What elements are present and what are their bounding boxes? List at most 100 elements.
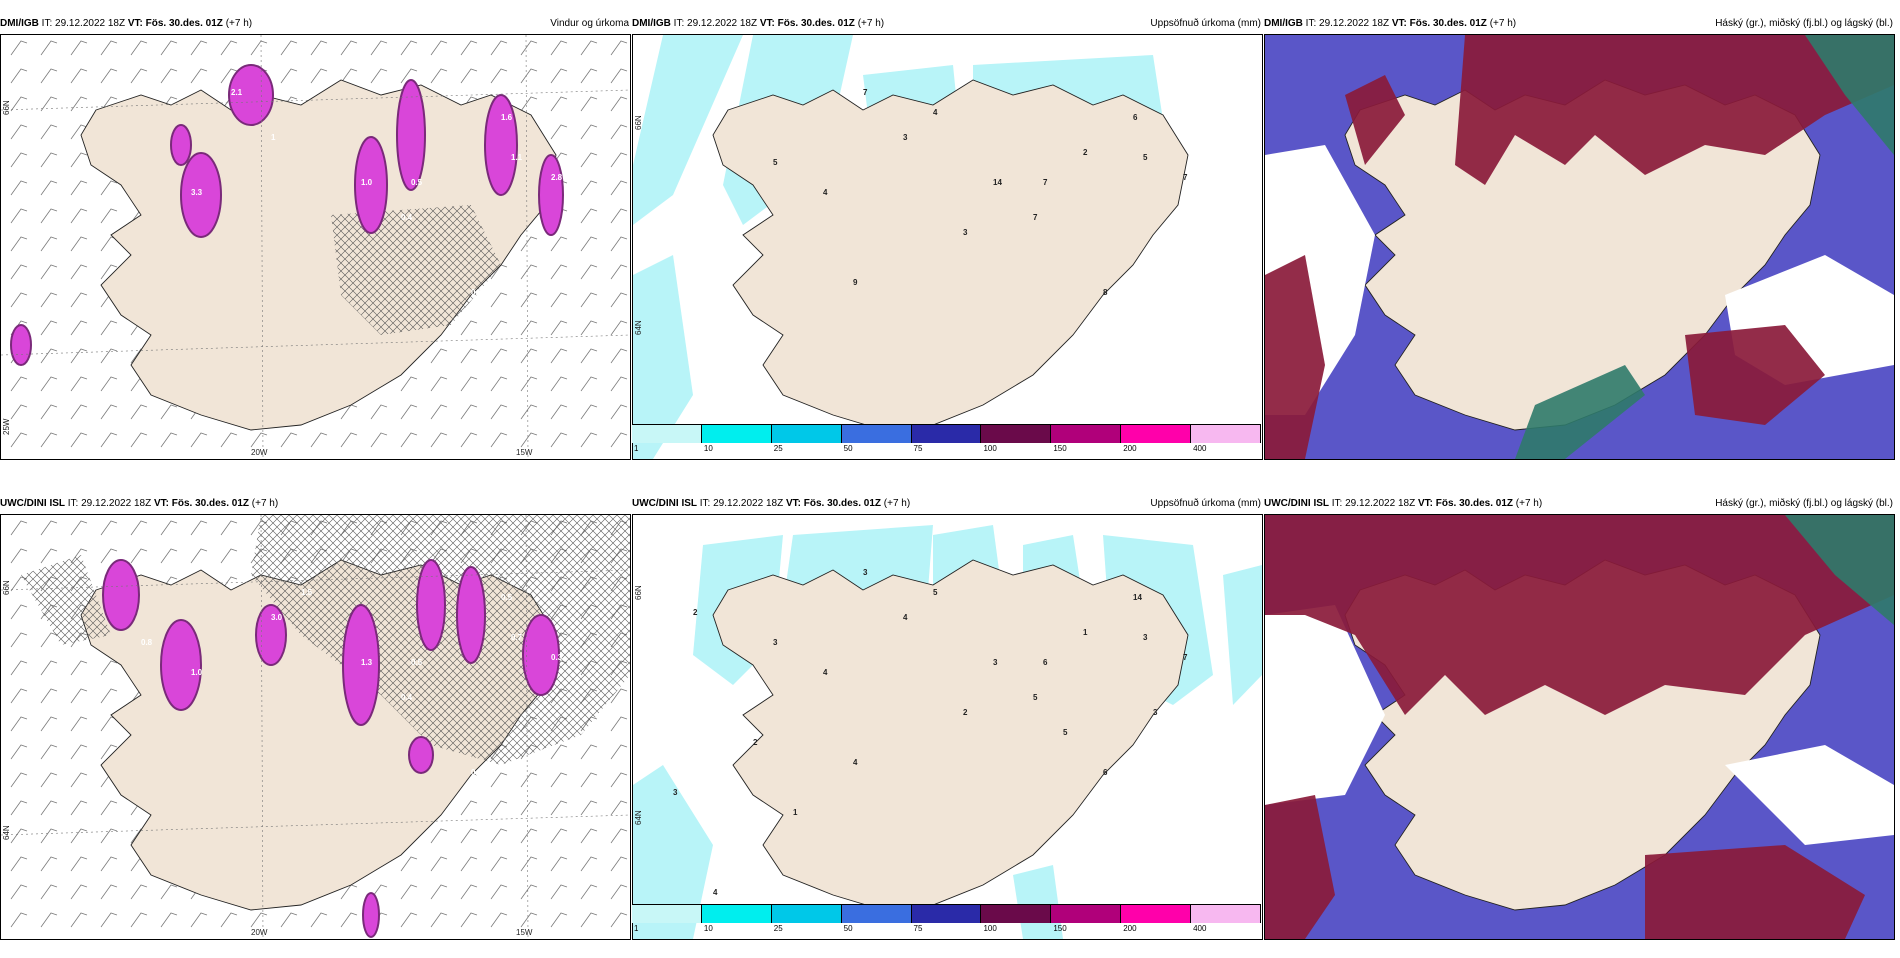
wind-barb	[10, 264, 28, 280]
issue-label: IT:	[1331, 498, 1343, 509]
wind-barb	[130, 40, 148, 56]
wind-barb	[430, 432, 448, 448]
precip-value-label: 5	[1143, 153, 1148, 162]
precip-value-label: 7	[1183, 173, 1188, 182]
colorbar-label: 50	[843, 444, 853, 453]
wind-barb	[490, 772, 508, 788]
wind-barb	[520, 40, 538, 56]
wind-barb	[610, 800, 628, 816]
wind-barb	[40, 236, 58, 252]
wind-barb	[490, 292, 508, 308]
wind-barb	[550, 40, 568, 56]
wind-barb	[520, 68, 538, 84]
wind-barb	[610, 96, 628, 112]
wind-barb	[280, 432, 298, 448]
wind-barb	[490, 800, 508, 816]
wind-barb	[10, 208, 28, 224]
model-source: UWC/DINI ISL	[0, 498, 65, 509]
model-source: UWC/DINI ISL	[632, 498, 697, 509]
valid-time: Fös. 30.des. 01Z	[145, 18, 223, 29]
colorbar-segment	[1191, 425, 1262, 443]
wind-barb	[70, 688, 88, 704]
map-frame	[1264, 514, 1895, 940]
issue-label: IT:	[699, 498, 711, 509]
wind-barb	[520, 404, 538, 420]
wind-barb	[430, 884, 448, 900]
wind-barb	[70, 236, 88, 252]
wind-barb	[580, 264, 598, 280]
precip-value-label: 0.4	[401, 213, 413, 222]
wind-barb	[70, 744, 88, 760]
wind-barb	[220, 912, 238, 928]
iceland-landmass	[712, 79, 1189, 431]
wind-barb	[190, 68, 208, 84]
issue-time: 29.12.2022 18Z	[81, 498, 152, 509]
wind-barb	[610, 236, 628, 252]
wind-barb	[400, 40, 418, 56]
precip-value-label: 14	[1133, 593, 1142, 602]
wind-barb	[100, 264, 118, 280]
precip-value-label: 3	[1153, 708, 1158, 717]
wind-barb	[580, 884, 598, 900]
wind-barb	[100, 884, 118, 900]
lat-label: 25W	[2, 418, 11, 435]
wind-barb	[10, 856, 28, 872]
colorbar-segment	[981, 425, 1052, 443]
wind-barb	[430, 828, 448, 844]
precip-value-label: 8	[1103, 288, 1108, 297]
wind-barb	[340, 432, 358, 448]
valid-label: VT:	[127, 18, 143, 29]
colorbar-segment	[1121, 425, 1192, 443]
wind-barb	[520, 828, 538, 844]
issue-label: IT:	[673, 18, 685, 29]
wind-barb	[610, 688, 628, 704]
lon-label: 15W	[516, 928, 533, 937]
wind-barb	[10, 688, 28, 704]
wind-barb	[340, 40, 358, 56]
colorbar-label: 400	[1193, 444, 1207, 453]
colorbar-label: 25	[773, 924, 783, 933]
wind-barb	[70, 40, 88, 56]
wind-barb	[610, 68, 628, 84]
wind-barb	[40, 292, 58, 308]
wind-barb	[490, 404, 508, 420]
wind-barb	[100, 912, 118, 928]
precip-value-label: 4	[823, 188, 828, 197]
wind-barb	[40, 632, 58, 648]
wind-barb	[130, 548, 148, 564]
wind-barb	[70, 772, 88, 788]
wind-barb	[100, 520, 118, 536]
wind-barb	[220, 68, 238, 84]
wind-barb	[430, 912, 448, 928]
wind-barb	[460, 432, 478, 448]
wind-barb	[550, 264, 568, 280]
wind-barb	[100, 348, 118, 364]
colorbar-label: 1	[634, 924, 639, 933]
wind-barb	[70, 208, 88, 224]
wind-barb	[550, 856, 568, 872]
wind-barb	[580, 376, 598, 392]
panel-title: Háský (gr.), miðský (fj.bl.) og lágský (…	[1715, 18, 1893, 29]
wind-barb	[550, 376, 568, 392]
wind-barb	[610, 208, 628, 224]
wind-barb	[370, 432, 388, 448]
wind-barb	[40, 208, 58, 224]
colorbar-label: 1	[634, 444, 639, 453]
colorbar-label: 100	[983, 924, 997, 933]
valid-label: VT:	[1391, 18, 1407, 29]
wind-barb	[430, 376, 448, 392]
precip-value-labels: 2.1 1 3.3 1.0 0.5 0.4 1.6 1.1 2.8 0.3	[191, 88, 563, 297]
colorbar-segment	[701, 905, 772, 923]
colorbar-segment	[981, 905, 1052, 923]
precip-value-label: 6	[1103, 768, 1108, 777]
wind-barb	[550, 320, 568, 336]
precip-value-label: 4	[853, 758, 858, 767]
wind-barb	[370, 40, 388, 56]
wind-barb	[40, 520, 58, 536]
precip-value-label: 0.5	[501, 593, 513, 602]
colorbar	[632, 424, 1262, 443]
precip-value-label: 14	[993, 178, 1002, 187]
panel-title: Uppsöfnuð úrkoma (mm)	[1150, 18, 1261, 29]
wind-barb	[100, 40, 118, 56]
